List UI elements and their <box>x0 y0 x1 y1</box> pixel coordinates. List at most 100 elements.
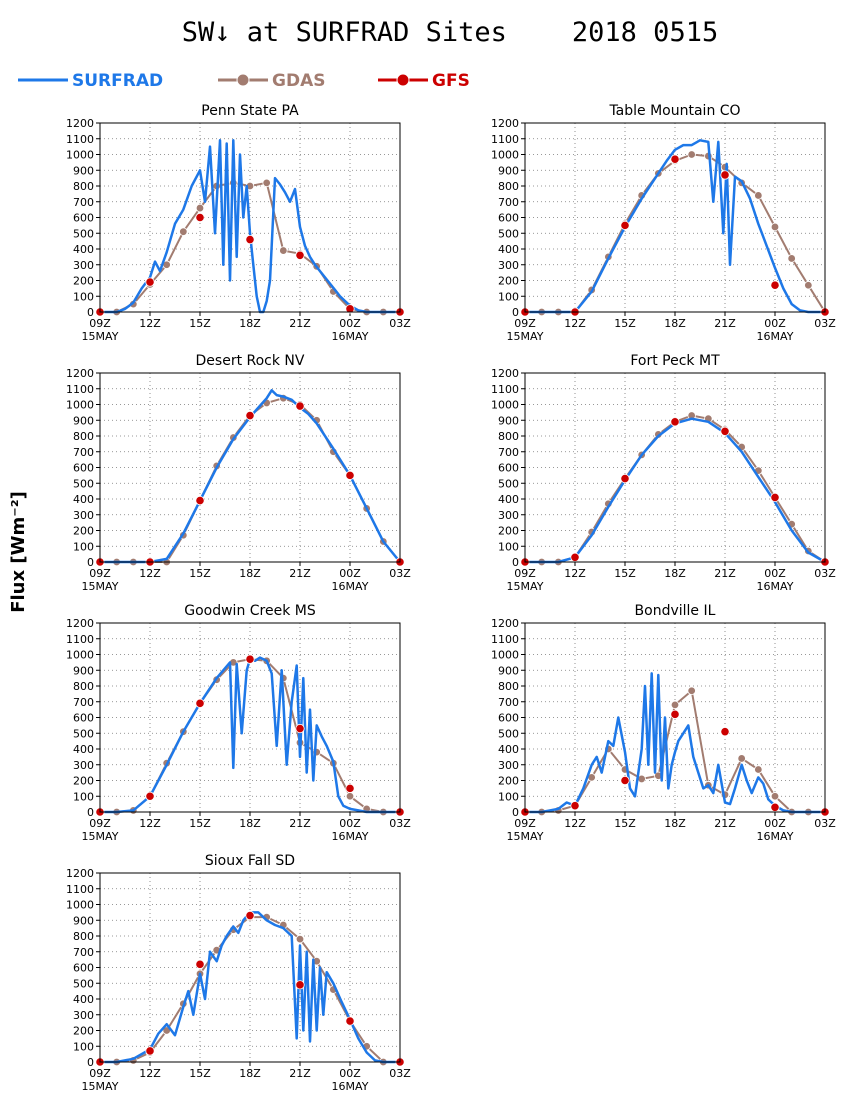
y-tick-label: 200 <box>73 525 94 538</box>
y-tick-label: 400 <box>498 243 519 256</box>
y-tick-label: 1200 <box>491 617 519 630</box>
legend-label: GFS <box>432 71 470 91</box>
series-line-surfrad <box>100 139 400 314</box>
y-tick-label: 200 <box>498 775 519 788</box>
data-point-gfs <box>295 980 305 990</box>
series-gfs <box>95 401 405 567</box>
x-tick-label: 00Z <box>764 317 786 330</box>
data-point-gfs <box>195 698 205 708</box>
series-surfrad <box>100 139 400 314</box>
y-tick-label: 0 <box>512 306 519 319</box>
y-tick-label: 700 <box>73 696 94 709</box>
x-tick-label: 09Z <box>89 317 111 330</box>
x-tick-label: 21Z <box>714 317 736 330</box>
y-tick-label: 400 <box>73 993 94 1006</box>
x-tick-label: 21Z <box>289 317 311 330</box>
grid <box>525 373 825 562</box>
data-point-gfs <box>720 727 730 737</box>
x-tick-label: 18Z <box>664 567 686 580</box>
x-date-label: 15MAY <box>507 330 544 343</box>
x-tick-label: 15Z <box>189 317 211 330</box>
data-point-gdas <box>279 246 288 255</box>
y-tick-label: 1100 <box>66 883 94 896</box>
panel-sioux-fall-sd: Sioux Fall SD 0 100 200 300 400 500 600 700 800 90… <box>66 853 411 1093</box>
x-tick-label: 00Z <box>339 567 361 580</box>
panel-title: Desert Rock NV <box>196 353 305 369</box>
x-tick-label: 09Z <box>514 317 536 330</box>
panel-title: Fort Peck MT <box>630 353 720 369</box>
data-point-gfs <box>620 220 630 230</box>
x-tick-label: 21Z <box>289 567 311 580</box>
series-gfs <box>520 417 830 567</box>
figure-title: SW↓ at SURFRAD Sites 2018 0515 <box>182 17 718 48</box>
y-tick-label: 800 <box>498 680 519 693</box>
y-tick-label: 600 <box>73 712 94 725</box>
data-point-gfs <box>145 1046 155 1056</box>
x-tick-label: 15Z <box>189 567 211 580</box>
x-date-label: 16MAY <box>332 830 369 843</box>
x-tick-label: 00Z <box>764 567 786 580</box>
legend-swatch-marker <box>236 73 250 87</box>
y-tick-label: 200 <box>498 525 519 538</box>
x-tick-label: 03Z <box>389 1067 411 1080</box>
x-tick-label: 12Z <box>139 317 161 330</box>
y-tick-label: 1200 <box>491 367 519 380</box>
y-tick-label: 100 <box>498 790 519 803</box>
y-tick-label: 300 <box>73 1009 94 1022</box>
x-date-label: 16MAY <box>757 580 794 593</box>
series-surfrad <box>525 417 826 564</box>
x-tick-label: 12Z <box>564 567 586 580</box>
y-tick-label: 500 <box>498 227 519 240</box>
x-tick-label: 09Z <box>89 817 111 830</box>
x-date-label: 16MAY <box>332 1080 369 1093</box>
plot-frame <box>99 622 401 813</box>
x-tick-label: 21Z <box>714 817 736 830</box>
x-tick-label: 18Z <box>239 567 261 580</box>
y-tick-label: 100 <box>73 1040 94 1053</box>
data-point-gfs <box>620 473 630 484</box>
panel-title: Bondville IL <box>635 603 716 619</box>
data-point-gdas <box>770 222 780 232</box>
y-tick-label: 1000 <box>66 899 94 912</box>
y-tick-label: 700 <box>73 446 94 459</box>
data-point-gfs <box>145 277 155 287</box>
plot-frame <box>99 872 401 1063</box>
x-date-label: 15MAY <box>507 580 544 593</box>
y-tick-label: 1100 <box>66 633 94 646</box>
y-tick-label: 900 <box>498 414 519 427</box>
y-tick-label: 200 <box>73 775 94 788</box>
y-tick-label: 100 <box>73 540 94 553</box>
panel-desert-rock-nv: Desert Rock NV 0 100 200 300 400 500 600 700 800 9… <box>66 353 411 593</box>
data-point-gdas <box>195 203 205 213</box>
data-point-gfs <box>245 654 255 664</box>
x-date-label: 16MAY <box>332 330 369 343</box>
data-point-gfs <box>295 401 305 411</box>
data-point-gdas <box>770 792 780 801</box>
series-line-surfrad <box>100 911 400 1064</box>
y-tick-label: 300 <box>73 759 94 772</box>
y-tick-label: 0 <box>87 556 94 569</box>
data-point-gfs <box>195 495 205 506</box>
y-tick-label: 900 <box>73 664 94 677</box>
panels: Penn State PA 0 100 200 300 400 500 600 700 800 90… <box>66 103 836 1093</box>
x-tick-label: 03Z <box>814 567 836 580</box>
x-date-label: 16MAY <box>757 330 794 343</box>
x-tick-label: 12Z <box>139 567 161 580</box>
y-tick-label: 700 <box>498 196 519 209</box>
x-date-label: 15MAY <box>82 1080 119 1093</box>
legend-label: SURFRAD <box>72 71 163 91</box>
y-tick-label: 600 <box>73 962 94 975</box>
data-point-gfs <box>620 775 630 786</box>
y-tick-label: 300 <box>73 259 94 272</box>
x-date-label: 16MAY <box>757 830 794 843</box>
data-point-gdas <box>345 792 355 801</box>
y-tick-label: 1200 <box>66 367 94 380</box>
y-tick-label: 1100 <box>491 633 519 646</box>
x-tick-label: 12Z <box>139 817 161 830</box>
series-gfs <box>520 709 830 817</box>
data-point-gfs <box>770 280 780 290</box>
data-point-gfs <box>345 470 355 480</box>
y-tick-label: 100 <box>498 290 519 303</box>
legend-swatch-marker <box>396 73 410 87</box>
x-date-label: 15MAY <box>82 580 119 593</box>
